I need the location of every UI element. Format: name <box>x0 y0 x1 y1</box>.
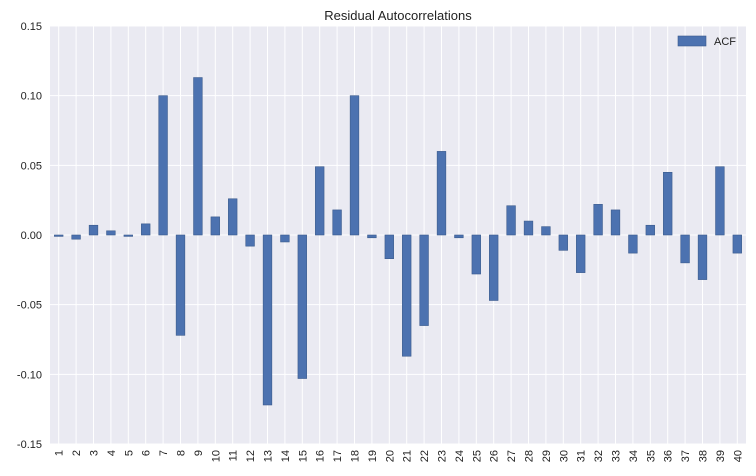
bar-lag-36[interactable] <box>663 172 673 236</box>
x-tick-label: 28 <box>524 450 536 462</box>
x-tick-label: 29 <box>541 450 553 462</box>
bar-lag-33[interactable] <box>610 209 621 236</box>
x-tick-label: 20 <box>384 450 396 462</box>
legend: ACF <box>677 35 736 48</box>
bar-lag-10[interactable] <box>210 216 220 236</box>
bar-lag-4[interactable] <box>106 230 116 236</box>
x-tick-label: 26 <box>489 450 501 462</box>
x-tick-label: 15 <box>297 450 309 462</box>
x-tick-label: 24 <box>454 450 466 462</box>
legend-swatch <box>677 35 707 47</box>
x-tick-label: 13 <box>263 450 275 462</box>
x-tick-label: 31 <box>576 450 588 462</box>
bar-lag-1[interactable] <box>54 234 64 237</box>
y-tick-label: -0.15 <box>17 439 42 451</box>
y-tick-label: 0.15 <box>21 21 42 33</box>
x-tick-label: 19 <box>367 450 379 462</box>
x-tick-label: 34 <box>628 450 640 462</box>
bar-lag-11[interactable] <box>228 198 238 236</box>
x-tick-label: 9 <box>193 450 205 456</box>
x-tick-label: 4 <box>106 450 118 456</box>
x-tick-label: 5 <box>123 450 135 456</box>
y-tick-label: -0.10 <box>17 369 42 381</box>
x-tick-label: 39 <box>715 450 727 462</box>
bar-lag-18[interactable] <box>349 95 360 236</box>
x-tick-label: 22 <box>419 450 431 462</box>
bar-lag-7[interactable] <box>158 95 168 236</box>
bar-lag-30[interactable] <box>558 234 568 251</box>
y-tick-label: 0.00 <box>21 230 42 242</box>
x-tick-label: 6 <box>141 450 153 456</box>
bar-lag-22[interactable] <box>419 234 429 326</box>
bar-lag-6[interactable] <box>141 223 151 236</box>
x-tick-label: 35 <box>645 450 657 462</box>
y-tick-label: 0.05 <box>21 160 42 172</box>
x-tick-label: 8 <box>176 450 188 456</box>
x-tick-label: 1 <box>54 450 66 456</box>
x-tick-label: 37 <box>680 450 692 462</box>
bar-lag-13[interactable] <box>262 234 273 406</box>
chart-title: Residual Autocorrelations <box>324 8 472 23</box>
legend-label: ACF <box>714 36 736 48</box>
y-tick-label: -0.05 <box>17 300 42 312</box>
x-tick-label: 16 <box>315 450 327 462</box>
x-tick-label: 14 <box>280 450 292 462</box>
bar-lag-20[interactable] <box>384 234 394 259</box>
x-tick-label: 32 <box>593 450 605 462</box>
bar-lag-24[interactable] <box>454 234 464 239</box>
x-tick-label: 10 <box>210 450 222 462</box>
bar-lag-14[interactable] <box>280 234 290 243</box>
bar-lag-35[interactable] <box>645 224 655 236</box>
x-tick-label: 38 <box>698 450 710 462</box>
bar-lag-2[interactable] <box>71 234 81 240</box>
bar-lag-28[interactable] <box>523 220 534 236</box>
bar-lag-39[interactable] <box>715 166 725 236</box>
bar-lag-3[interactable] <box>88 224 99 236</box>
bar-lag-27[interactable] <box>506 205 516 236</box>
bar-lag-17[interactable] <box>332 209 342 236</box>
bar-lag-8[interactable] <box>175 234 186 336</box>
x-tick-label: 25 <box>471 450 483 462</box>
bar-lag-25[interactable] <box>471 234 481 275</box>
x-tick-label: 40 <box>732 450 744 462</box>
bar-lag-38[interactable] <box>697 234 708 280</box>
bar-lag-40[interactable] <box>732 234 742 254</box>
x-tick-label: 2 <box>71 450 83 456</box>
x-tick-label: 27 <box>506 450 518 462</box>
x-tick-label: 36 <box>663 450 675 462</box>
bar-lag-34[interactable] <box>628 234 638 254</box>
bar-lag-12[interactable] <box>245 234 255 247</box>
x-tick-label: 33 <box>611 450 623 462</box>
bar-lag-5[interactable] <box>123 234 133 237</box>
bar-lag-29[interactable] <box>541 226 551 236</box>
x-tick-label: 17 <box>332 450 344 462</box>
x-tick-label: 3 <box>89 450 101 456</box>
x-tick-label: 12 <box>245 450 257 462</box>
bar-lag-26[interactable] <box>489 234 499 301</box>
x-tick-label: 21 <box>402 450 414 462</box>
bar-lag-19[interactable] <box>367 234 377 239</box>
x-tick-label: 23 <box>437 450 449 462</box>
x-tick-label: 18 <box>350 450 362 462</box>
y-tick-label: 0.10 <box>21 91 42 103</box>
bar-lag-32[interactable] <box>593 204 603 236</box>
bar-lag-31[interactable] <box>576 234 586 273</box>
x-tick-label: 11 <box>228 450 240 461</box>
x-tick-label: 30 <box>558 450 570 462</box>
x-tick-label: 7 <box>158 450 170 456</box>
bar-lag-23[interactable] <box>436 151 447 236</box>
bar-lag-9[interactable] <box>193 77 203 236</box>
bar-lag-15[interactable] <box>297 234 307 379</box>
bar-lag-37[interactable] <box>680 234 690 264</box>
bar-lag-16[interactable] <box>315 166 325 236</box>
bar-lag-21[interactable] <box>402 234 412 357</box>
